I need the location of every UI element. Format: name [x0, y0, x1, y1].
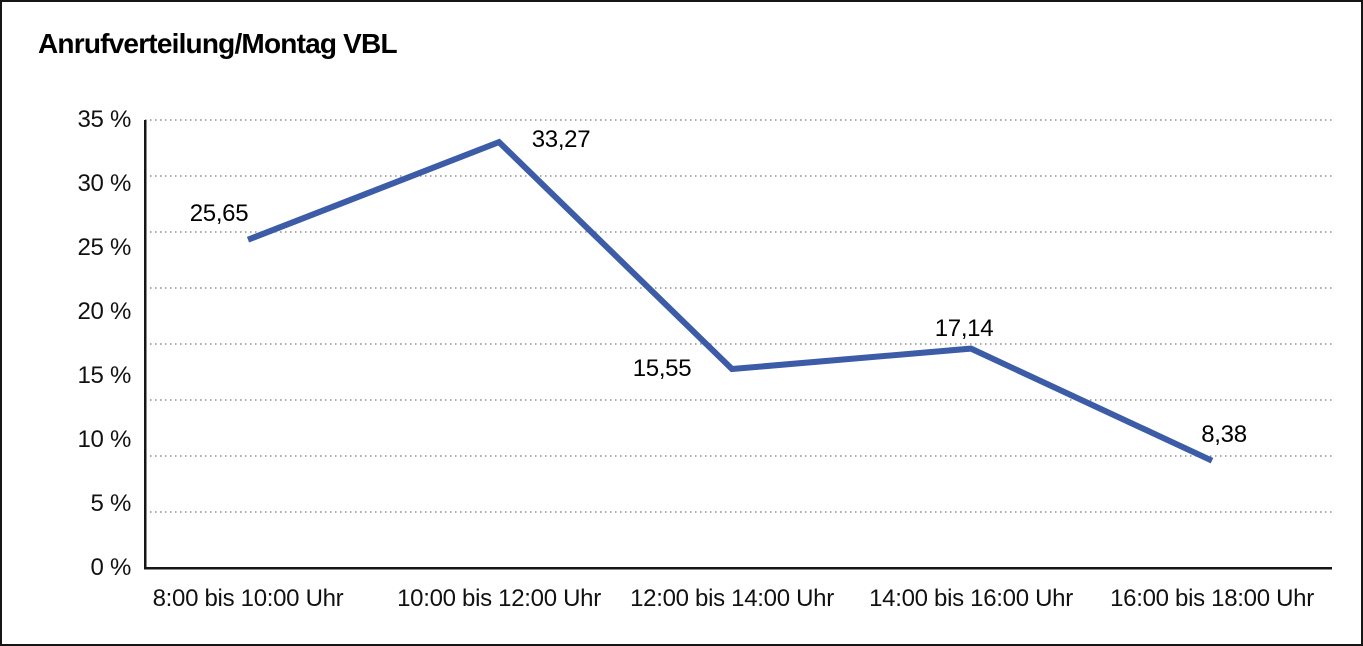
y-axis-tick-label: 0 % — [90, 554, 132, 581]
x-axis-category-label: 8:00 bis 10:00 Uhr — [152, 585, 344, 612]
y-axis-tick-label: 30 % — [77, 170, 131, 197]
y-axis-tick-label: 35 % — [77, 106, 131, 133]
x-axis-category-label: 10:00 bis 12:00 Uhr — [397, 585, 601, 612]
x-axis-category-label: 12:00 bis 14:00 Uhr — [630, 585, 834, 612]
x-axis-category-label: 16:00 bis 18:00 Uhr — [1110, 585, 1314, 612]
data-line-series — [246, 138, 1214, 464]
y-axis-tick-label: 25 % — [77, 234, 131, 261]
chart-title: Anrufverteilung/Montag VBL — [38, 28, 398, 59]
y-axis-tick-label: 10 % — [77, 426, 131, 453]
data-point-label: 15,55 — [632, 355, 692, 382]
x-axis-category-label: 14:00 bis 16:00 Uhr — [869, 585, 1073, 612]
data-point-label: 17,14 — [934, 314, 994, 342]
data-point-label: 33,27 — [531, 126, 591, 154]
y-axis-tick-label: 5 % — [90, 490, 132, 517]
data-point-label: 25,65 — [189, 199, 249, 227]
data-point-label: 8,38 — [1201, 420, 1247, 448]
y-axis-tick-label: 15 % — [77, 362, 131, 389]
y-axis-tick-label: 20 % — [77, 298, 131, 325]
